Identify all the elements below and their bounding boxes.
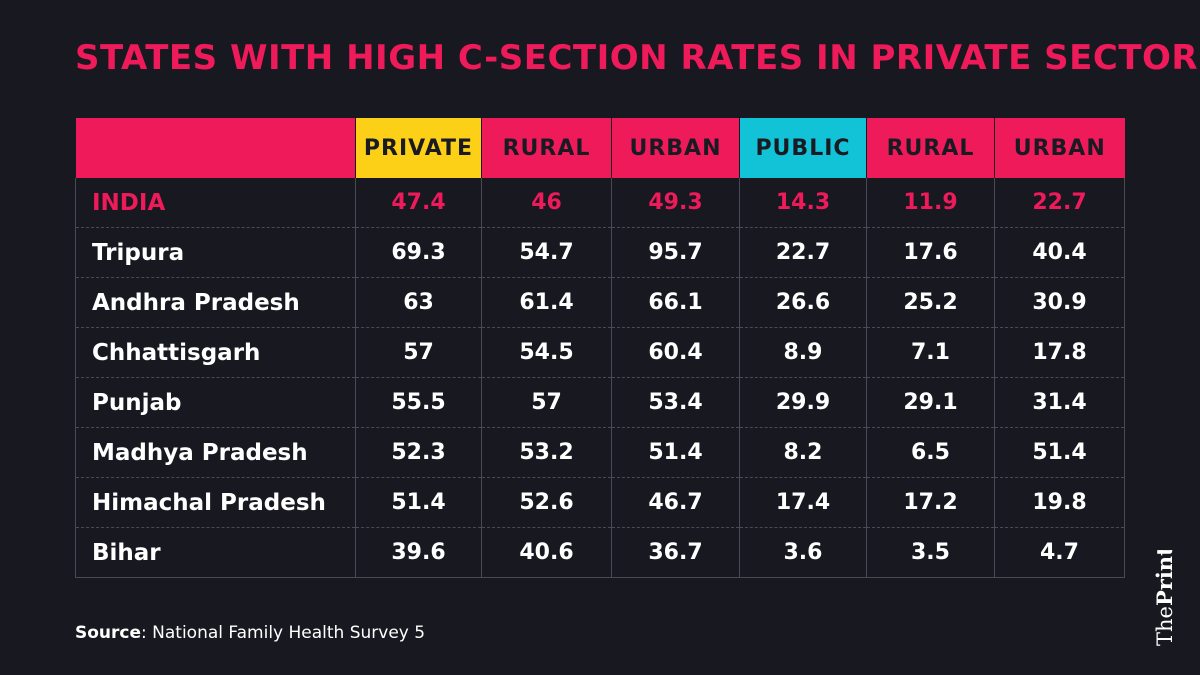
- value-cell: 61.4: [481, 277, 612, 328]
- table-row: Himachal Pradesh 51.4 52.6 46.7 17.4 17.2 19.8: [75, 477, 1125, 528]
- logo-text-regular: The: [1153, 606, 1177, 646]
- value-cell: 6.5: [866, 427, 995, 478]
- value-cell: 95.7: [611, 227, 740, 278]
- table-row: Tripura 69.3 54.7 95.7 22.7 17.6 40.4: [75, 227, 1125, 278]
- table-body: INDIA 47.4 46 49.3 14.3 11.9 22.7 Tripura 69.3 54…: [75, 178, 1125, 578]
- state-name-cell: Bihar: [75, 527, 356, 578]
- header-public: PUBLIC: [739, 118, 867, 178]
- header-public-urban: URBAN: [994, 118, 1125, 178]
- state-name-cell: Andhra Pradesh: [75, 277, 356, 328]
- value-cell: 51.4: [355, 477, 482, 528]
- state-name-cell: Chhattisgarh: [75, 327, 356, 378]
- value-cell: 26.6: [739, 277, 867, 328]
- value-cell: 40.4: [994, 227, 1125, 278]
- value-cell: 57: [481, 377, 612, 428]
- value-cell: 19.8: [994, 477, 1125, 528]
- value-cell: 51.4: [611, 427, 740, 478]
- value-cell: 52.6: [481, 477, 612, 528]
- value-cell: 17.4: [739, 477, 867, 528]
- value-cell: 51.4: [994, 427, 1125, 478]
- value-cell: 22.7: [994, 178, 1125, 228]
- source-text: : National Family Health Survey 5: [141, 623, 426, 643]
- header-private: PRIVATE: [355, 118, 482, 178]
- value-cell: 30.9: [994, 277, 1125, 328]
- table-row: Madhya Pradesh 52.3 53.2 51.4 8.2 6.5 51.4: [75, 427, 1125, 478]
- value-cell: 31.4: [994, 377, 1125, 428]
- value-cell: 60.4: [611, 327, 740, 378]
- value-cell: 8.9: [739, 327, 867, 378]
- value-cell: 11.9: [866, 178, 995, 228]
- value-cell: 63: [355, 277, 482, 328]
- value-cell: 3.6: [739, 527, 867, 578]
- value-cell: 14.3: [739, 178, 867, 228]
- table-row: Punjab 55.5 57 53.4 29.9 29.1 31.4: [75, 377, 1125, 428]
- value-cell: 17.2: [866, 477, 995, 528]
- state-name-cell: Madhya Pradesh: [75, 427, 356, 478]
- value-cell: 49.3: [611, 178, 740, 228]
- source-label: Source: [75, 623, 142, 643]
- value-cell: 8.2: [739, 427, 867, 478]
- theprint-logo: ThePrint: [1146, 550, 1186, 650]
- header-private-urban: URBAN: [611, 118, 740, 178]
- svg-text:ThePrint: ThePrint: [1152, 550, 1177, 646]
- value-cell: 36.7: [611, 527, 740, 578]
- value-cell: 39.6: [355, 527, 482, 578]
- value-cell: 3.5: [866, 527, 995, 578]
- table-header-row: PRIVATE RURAL URBAN PUBLIC RURAL URBAN: [75, 118, 1125, 178]
- logo-text-bold: Print: [1152, 550, 1177, 606]
- state-name-cell: Punjab: [75, 377, 356, 428]
- value-cell: 54.5: [481, 327, 612, 378]
- value-cell: 7.1: [866, 327, 995, 378]
- table-row: Chhattisgarh 57 54.5 60.4 8.9 7.1 17.8: [75, 327, 1125, 378]
- table-row: Bihar 39.6 40.6 36.7 3.6 3.5 4.7: [75, 527, 1125, 578]
- value-cell: 57: [355, 327, 482, 378]
- header-public-rural: RURAL: [866, 118, 995, 178]
- value-cell: 4.7: [994, 527, 1125, 578]
- value-cell: 46.7: [611, 477, 740, 528]
- table-row: Andhra Pradesh 63 61.4 66.1 26.6 25.2 30.9: [75, 277, 1125, 328]
- value-cell: 40.6: [481, 527, 612, 578]
- value-cell: 29.1: [866, 377, 995, 428]
- value-cell: 52.3: [355, 427, 482, 478]
- value-cell: 17.6: [866, 227, 995, 278]
- value-cell: 17.8: [994, 327, 1125, 378]
- chart-title: STATES WITH HIGH C-SECTION RATES IN PRIV…: [75, 38, 1199, 78]
- data-table: PRIVATE RURAL URBAN PUBLIC RURAL URBAN INDIA 4…: [75, 118, 1125, 578]
- value-cell: 22.7: [739, 227, 867, 278]
- value-cell: 47.4: [355, 178, 482, 228]
- value-cell: 46: [481, 178, 612, 228]
- value-cell: 53.2: [481, 427, 612, 478]
- header-blank: [75, 118, 356, 178]
- table-row: INDIA 47.4 46 49.3 14.3 11.9 22.7: [75, 178, 1125, 228]
- value-cell: 66.1: [611, 277, 740, 328]
- state-name-cell: INDIA: [75, 178, 356, 228]
- value-cell: 55.5: [355, 377, 482, 428]
- state-name-cell: Himachal Pradesh: [75, 477, 356, 528]
- value-cell: 69.3: [355, 227, 482, 278]
- value-cell: 54.7: [481, 227, 612, 278]
- value-cell: 25.2: [866, 277, 995, 328]
- value-cell: 29.9: [739, 377, 867, 428]
- value-cell: 53.4: [611, 377, 740, 428]
- header-private-rural: RURAL: [481, 118, 612, 178]
- source-note: Source: National Family Health Survey 5: [75, 623, 425, 643]
- state-name-cell: Tripura: [75, 227, 356, 278]
